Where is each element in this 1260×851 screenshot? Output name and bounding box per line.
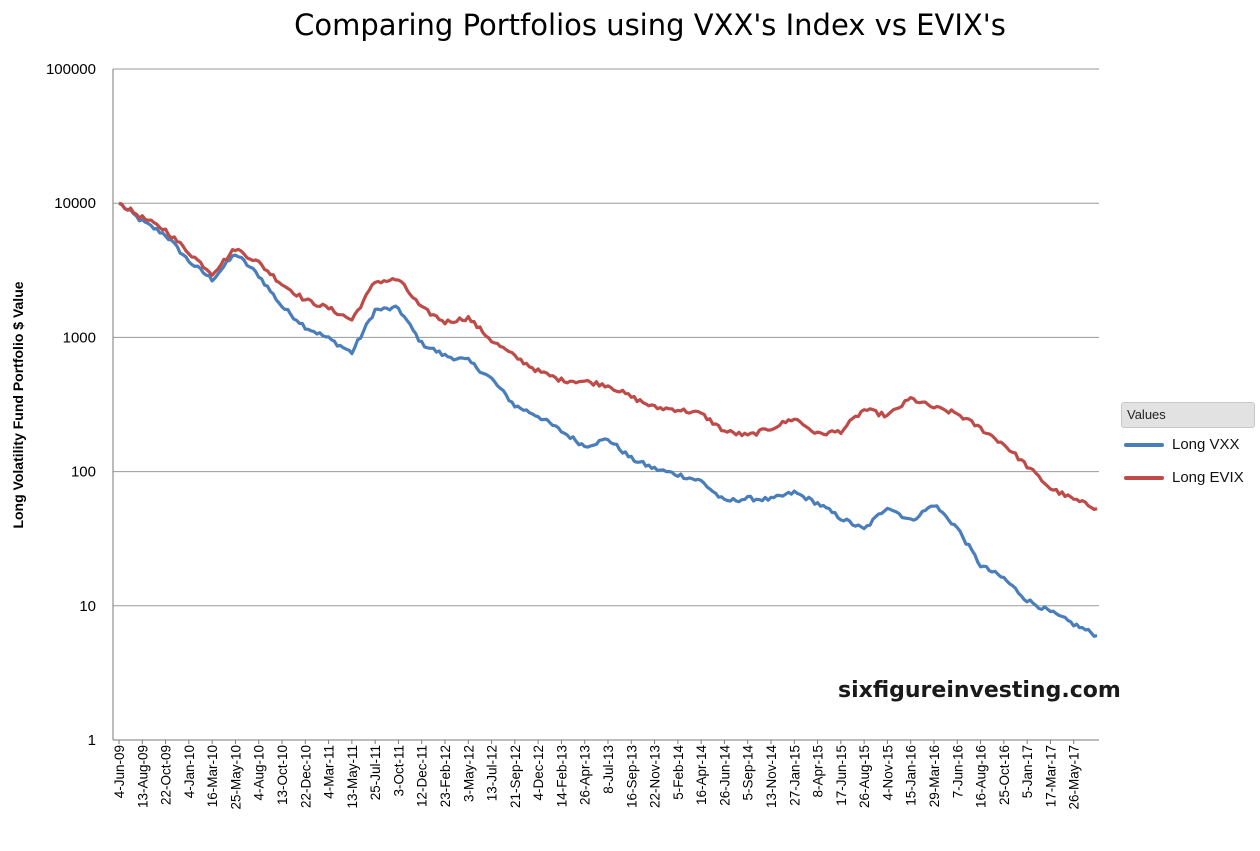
x-tick-label: 5-Feb-14 [671, 745, 686, 800]
x-tick-label: 16-Apr-14 [694, 745, 709, 806]
x-tick-label: 22-Oct-09 [159, 745, 174, 805]
x-tick-label: 27-Jan-15 [787, 745, 802, 806]
x-tick-label: 13-Nov-14 [764, 745, 779, 809]
axes [112, 69, 1099, 744]
series-lines [118, 201, 1098, 638]
x-tick-label: 29-Mar-16 [927, 745, 942, 807]
x-tick-label: 16-Sep-13 [624, 745, 639, 808]
x-tick-label: 21-Sep-12 [508, 745, 523, 808]
x-tick-label: 26-Apr-13 [578, 745, 593, 805]
x-tick-labels: 4-Jun-09 13-Aug-09 22-Oct-09 4-Jan-10 16-Mar… [112, 745, 1082, 810]
x-tick-label: 8-Apr-15 [811, 745, 826, 798]
x-tick-label: 13-Oct-10 [275, 745, 290, 805]
x-tick-label: 15-Jan-16 [904, 745, 919, 806]
y-tick-label: 10000 [54, 195, 96, 212]
y-tick-label: 100 [71, 464, 96, 481]
x-tick-label: 26-Jun-14 [717, 745, 732, 806]
x-tick-label: 12-Dec-11 [415, 745, 430, 807]
legend-label-evix: Long EVIX [1172, 469, 1244, 486]
x-tick-label: 16-Aug-16 [974, 745, 989, 808]
x-tick-label: 26-May-17 [1067, 745, 1082, 810]
x-tick-label: 17-Mar-17 [1043, 745, 1058, 807]
x-tick-label: 8-Jul-13 [601, 745, 616, 794]
x-tick-label: 17-Jun-15 [834, 745, 849, 806]
x-tick-label: 22-Nov-13 [648, 745, 663, 808]
chart-title: Comparing Portfolios using VXX's Index v… [294, 8, 1006, 42]
x-tick-label: 16-Mar-10 [205, 745, 220, 807]
legend: Values Long VXX Long EVIX [1121, 402, 1255, 502]
legend-title[interactable]: Values [1121, 402, 1255, 428]
x-tick-label: 4-Nov-15 [880, 745, 895, 801]
x-tick-label: 26-Aug-15 [857, 745, 872, 808]
legend-item-vxx: Long VXX [1121, 428, 1255, 461]
x-tick-label: 5-Jan-17 [1020, 745, 1035, 798]
x-tick-label: 23-Feb-12 [438, 745, 453, 807]
x-tick-label: 25-May-10 [228, 745, 243, 810]
x-tick-label: 13-May-11 [345, 745, 360, 809]
x-tick-label: 3-Oct-11 [391, 745, 406, 797]
y-tick-label: 10 [79, 598, 96, 615]
gridlines [113, 68, 1099, 607]
series-line-vxx [118, 201, 1098, 638]
x-tick-label: 22-Dec-10 [298, 745, 313, 808]
x-tick-label: 25-Jul-11 [368, 745, 383, 800]
x-tick-label: 13-Aug-09 [135, 745, 150, 808]
x-tick-label: 4-Aug-10 [252, 745, 267, 801]
y-tick-label: 1000 [63, 329, 96, 346]
y-tick-labels: 1 10 100 1000 10000 100000 [46, 61, 96, 749]
x-tick-label: 3-May-12 [461, 745, 476, 802]
legend-swatch-evix [1124, 475, 1164, 480]
x-tick-label: 25-Oct-16 [997, 745, 1012, 805]
x-tick-label: 4-Jun-09 [112, 745, 127, 798]
x-tick-label: 4-Dec-12 [531, 745, 546, 801]
x-tick-label: 7-Jun-16 [950, 745, 965, 798]
x-tick-label: 4-Mar-11 [322, 745, 337, 799]
x-tick-label: 4-Jan-10 [182, 745, 197, 798]
x-tick-label: 13-Jul-12 [485, 745, 500, 801]
watermark-text: sixfigureinvesting.com [838, 678, 1121, 703]
y-tick-label: 1 [88, 732, 96, 749]
legend-swatch-vxx [1124, 442, 1164, 447]
series-line-evix [118, 201, 1098, 511]
x-tick-label: 14-Feb-13 [554, 745, 569, 807]
x-tick-label: 5-Sep-14 [741, 745, 756, 801]
legend-label-vxx: Long VXX [1172, 436, 1240, 453]
y-tick-label: 100000 [46, 61, 96, 78]
legend-item-evix: Long EVIX [1121, 461, 1255, 494]
